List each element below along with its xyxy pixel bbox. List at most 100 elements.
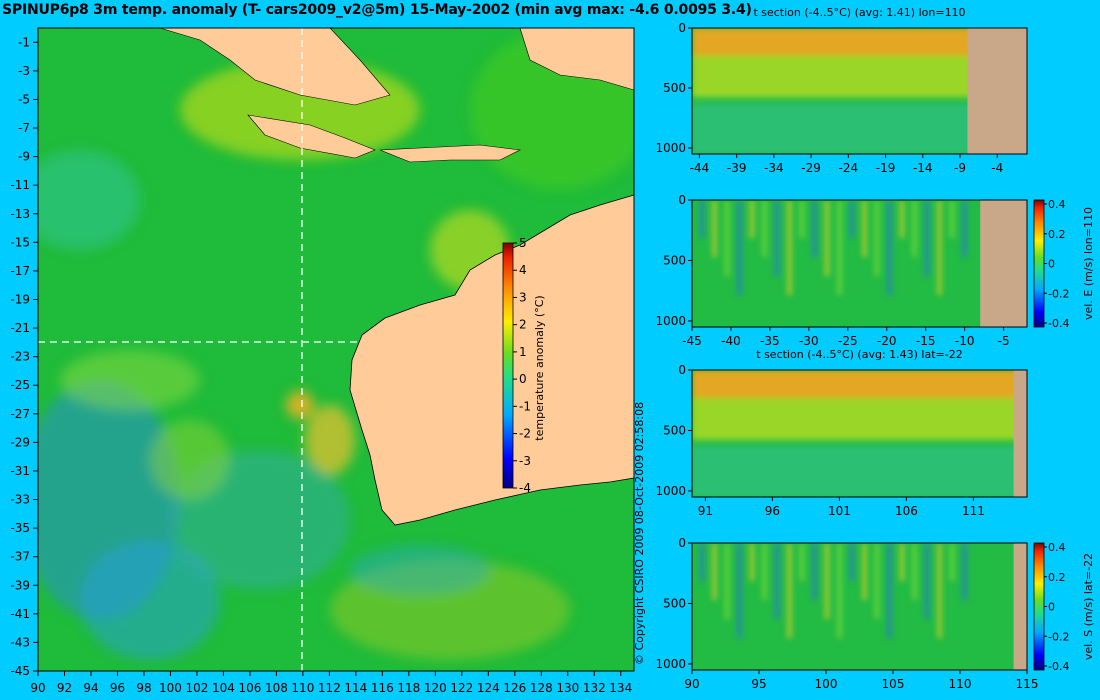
section-colorbar-label: vel. S (m/s) lat=-22 (1082, 553, 1095, 660)
map-x-ticks: 90 92 94 96 98 100 102 104 106 108 110 112 114 116 118… (30, 671, 632, 695)
section-frame (691, 27, 1028, 155)
map-x-tick-label: 90 (30, 681, 45, 695)
section-texture (700, 543, 967, 639)
map-colorbar-tick-label: -3 (519, 454, 531, 468)
map-x-tick-label: 94 (83, 681, 98, 695)
section-x-tick-label: 115 (1016, 677, 1039, 691)
map-y-tick-label: -9 (18, 150, 30, 164)
section-colorbar-tick-label: 0.2 (1048, 571, 1066, 584)
map-x-tick-label: 92 (57, 681, 72, 695)
map-y-tick-label: -39 (10, 578, 30, 592)
section-x-tick-label: -29 (801, 161, 821, 175)
section-panels: t section (-4..5°C) (avg: 1.41) lon=110 -… (655, 6, 1095, 691)
section-x-tick-label: 91 (698, 504, 713, 518)
section-x-tick-label: 106 (895, 504, 918, 518)
map-x-tick-label: 116 (371, 681, 394, 695)
map-y-tick-label: -27 (10, 407, 30, 421)
map-colorbar-tick-label: 1 (519, 345, 527, 359)
map-panel: 90 92 94 96 98 100 102 104 106 108 110 112 114 116 118… (10, 27, 635, 695)
map-y-tick-label: -23 (10, 350, 30, 364)
java-land (247, 114, 376, 159)
map-x-tick-label: 110 (291, 681, 314, 695)
section-texture (700, 200, 967, 296)
section-x-tick-label: -35 (760, 334, 780, 348)
section-x-tick-label: 95 (751, 677, 766, 691)
section-x-tick-label: -4 (991, 161, 1003, 175)
section-x-tick-label: -24 (839, 161, 859, 175)
map-colorbar-tick-label: 5 (519, 236, 527, 250)
map-y-tick-label: -45 (10, 664, 30, 678)
section-colorbar-tick-label: -0.2 (1048, 630, 1069, 643)
section-colorbar-tick-label: -0.4 (1048, 317, 1069, 330)
map-colorbar-tick-label: 0 (519, 372, 527, 386)
section-y-tick-label: 0 (678, 536, 686, 550)
section-colorbar-tick-label: 0 (1048, 258, 1055, 271)
section-x-tick-label: -10 (955, 334, 975, 348)
map-colorbar-tick-label: 4 (519, 263, 527, 277)
map-x-tick-label: 112 (318, 681, 341, 695)
map-x-tick-label: 128 (530, 681, 553, 695)
section-frame (691, 199, 1028, 328)
section-y-tick-label: 1000 (655, 141, 686, 155)
indonesia-land (159, 27, 391, 106)
map-x-tick-label: 96 (110, 681, 125, 695)
map-x-tick-label: 130 (556, 681, 579, 695)
section-colorbar-tick-label: 0.4 (1048, 198, 1066, 211)
section-field (692, 543, 1027, 670)
map-y-tick-label: -7 (18, 121, 30, 135)
map-y-tick-label: -25 (10, 378, 30, 392)
section-x-tick-label: 90 (684, 677, 699, 691)
section-y-tick-label: 0 (678, 21, 686, 35)
section-y-tick-label: 0 (678, 193, 686, 207)
section-title: t section (-4..5°C) (avg: 1.43) lat=-22 (756, 348, 962, 361)
section-x-tick-label: 110 (949, 677, 972, 691)
section-y-tick-label: 500 (663, 253, 686, 267)
map-y-tick-label: -41 (10, 607, 30, 621)
section-land (1013, 370, 1027, 497)
section-y-tick-label: 1000 (655, 314, 686, 328)
map-frame (37, 27, 635, 672)
map-y-tick-label: -3 (18, 64, 30, 78)
map-colorbar-ticks: 5 4 3 2 1 0 -1 -2 -3 -4 (513, 236, 531, 495)
map-colorbar-tick-label: -4 (519, 481, 531, 495)
section-field (692, 200, 1027, 327)
section-y-tick-label: 1000 (655, 484, 686, 498)
section-y-tick-label: 1000 (655, 657, 686, 671)
map-y-tick-label: -21 (10, 321, 30, 335)
section-y-tick-label: 500 (663, 596, 686, 610)
section-land (980, 200, 1027, 327)
map-x-tick-label: 104 (212, 681, 235, 695)
section-colorbar-tick-label: -0.2 (1048, 287, 1069, 300)
section-x-tick-label: -5 (998, 334, 1010, 348)
section-panel-vel-e-lon110: -45 -40 -35 -30 -25 -20 -15 -10 -5 0 500 1000 0.4 0.2… (655, 193, 1095, 348)
section-colorbar-label: vel. E (m/s) lon=110 (1082, 207, 1095, 320)
section-x-tick-label: -45 (682, 334, 702, 348)
section-x-tick-label: 101 (828, 504, 851, 518)
map-x-tick-label: 118 (397, 681, 420, 695)
section-x-tick-label: -15 (916, 334, 936, 348)
section-land (967, 28, 1027, 154)
section-colorbar-tick-label: 0.2 (1048, 228, 1066, 241)
section-colorbar-tick-label: -0.4 (1048, 660, 1069, 673)
page-title: SPINUP6p8 3m temp. anomaly (T- cars2009_… (2, 2, 752, 18)
copyright-text: © Copyright CSIRO 2009 08-Oct-2009 02:58… (633, 402, 646, 665)
map-colorbar-label: temperature anomaly (°C) (533, 295, 546, 440)
map-y-tick-label: -37 (10, 550, 30, 564)
section-x-tick-label: -20 (877, 334, 897, 348)
section-colorbar-gradient (1033, 199, 1045, 328)
map-y-tick-label: -15 (10, 235, 30, 249)
map-x-tick-label: 132 (583, 681, 606, 695)
section-colorbar-tick-label: 0.4 (1048, 541, 1066, 554)
map-x-tick-label: 108 (265, 681, 288, 695)
section-texture (692, 370, 1027, 497)
map-y-tick-label: -13 (10, 207, 30, 221)
section-x-tick-label: -25 (838, 334, 858, 348)
map-x-tick-label: 126 (503, 681, 526, 695)
map-y-tick-label: -17 (10, 264, 30, 278)
section-land (1013, 543, 1027, 670)
map-x-tick-label: 106 (238, 681, 261, 695)
section-x-tick-label: 100 (815, 677, 838, 691)
map-y-tick-label: -43 (10, 635, 30, 649)
section-frame (691, 542, 1028, 671)
